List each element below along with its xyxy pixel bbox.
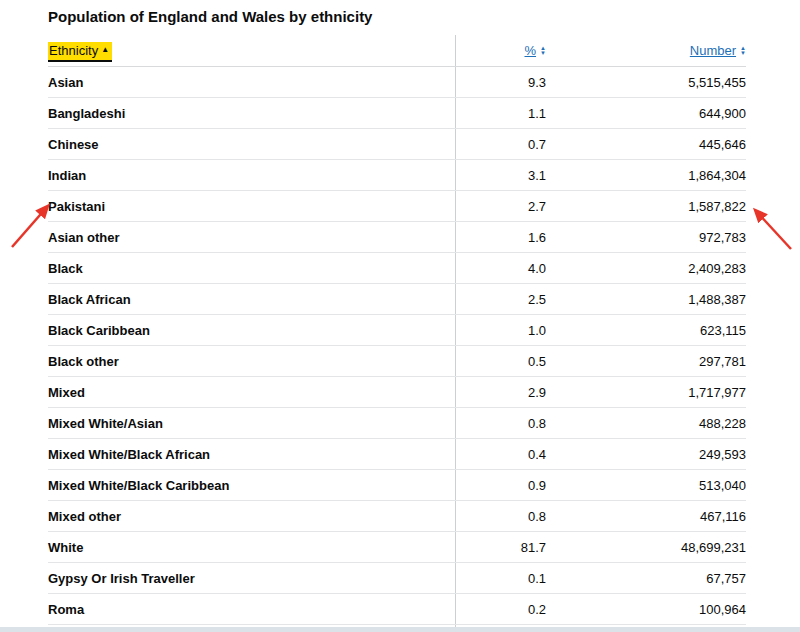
row-percent-value: 4.0 <box>455 261 546 276</box>
table-row: Black African 2.5 1,488,387 <box>48 284 746 315</box>
row-ethnicity-label: Mixed White/Black Caribbean <box>48 478 455 493</box>
row-number-value: 1,717,977 <box>546 385 746 400</box>
row-ethnicity-label: Indian <box>48 168 455 183</box>
row-percent-value: 3.1 <box>455 168 546 183</box>
table-row: Mixed White/Black African 0.4 249,593 <box>48 439 746 470</box>
row-ethnicity-label: Gypsy Or Irish Traveller <box>48 571 455 586</box>
row-percent-value: 1.0 <box>455 323 546 338</box>
row-number-value: 972,783 <box>546 230 746 245</box>
sort-percent-link[interactable]: % <box>524 43 536 58</box>
header-label-ethnicity: Ethnicity <box>49 43 98 58</box>
row-percent-value: 1.1 <box>455 106 546 121</box>
sort-ethnicity-link[interactable]: Ethnicity▲ <box>48 42 112 60</box>
row-ethnicity-label: Pakistani <box>48 199 455 214</box>
row-percent-value: 0.5 <box>455 354 546 369</box>
table-row: Black other 0.5 297,781 <box>48 346 746 377</box>
row-ethnicity-label: Chinese <box>48 137 455 152</box>
row-ethnicity-label: Bangladeshi <box>48 106 455 121</box>
annotation-arrow-left <box>12 207 47 247</box>
sort-ascending-icon: ▲ <box>101 46 109 54</box>
page-title: Population of England and Wales by ethni… <box>48 8 372 25</box>
header-cell-ethnicity: Ethnicity▲ <box>48 42 455 60</box>
row-percent-value: 2.9 <box>455 385 546 400</box>
table-row: Mixed White/Asian 0.8 488,228 <box>48 408 746 439</box>
table-row: Roma 0.2 100,964 <box>48 594 746 625</box>
table-body: Asian 9.3 5,515,455 Bangladeshi 1.1 644,… <box>48 67 746 632</box>
table-row: Indian 3.1 1,864,304 <box>48 160 746 191</box>
table-row: Mixed other 0.8 467,116 <box>48 501 746 532</box>
row-percent-value: 2.5 <box>455 292 546 307</box>
row-number-value: 67,757 <box>546 571 746 586</box>
row-ethnicity-label: Mixed <box>48 385 455 400</box>
sort-down-glyph: ▼ <box>740 51 746 56</box>
row-ethnicity-label: Black other <box>48 354 455 369</box>
row-ethnicity-label: Mixed White/Asian <box>48 416 455 431</box>
row-number-value: 467,116 <box>546 509 746 524</box>
row-number-value: 2,409,283 <box>546 261 746 276</box>
bottom-strip <box>0 627 800 632</box>
row-ethnicity-label: Roma <box>48 602 455 617</box>
row-ethnicity-label: Asian <box>48 75 455 90</box>
row-ethnicity-label: Black Caribbean <box>48 323 455 338</box>
page: Population of England and Wales by ethni… <box>0 0 800 632</box>
row-ethnicity-label: Mixed White/Black African <box>48 447 455 462</box>
table-row: Pakistani 2.7 1,587,822 <box>48 191 746 222</box>
row-number-value: 1,587,822 <box>546 199 746 214</box>
row-ethnicity-label: Black African <box>48 292 455 307</box>
row-number-value: 1,488,387 <box>546 292 746 307</box>
sort-both-icon: ▲▼ <box>740 46 746 56</box>
row-percent-value: 81.7 <box>455 540 546 555</box>
table-row: Black Caribbean 1.0 623,115 <box>48 315 746 346</box>
row-ethnicity-label: Mixed other <box>48 509 455 524</box>
row-number-value: 249,593 <box>546 447 746 462</box>
table-row: Mixed 2.9 1,717,977 <box>48 377 746 408</box>
row-number-value: 644,900 <box>546 106 746 121</box>
header-cell-number: Number ▲▼ <box>546 43 746 58</box>
table-row: Gypsy Or Irish Traveller 0.1 67,757 <box>48 563 746 594</box>
row-number-value: 623,115 <box>546 323 746 338</box>
row-percent-value: 9.3 <box>455 75 546 90</box>
row-ethnicity-label: Asian other <box>48 230 455 245</box>
row-percent-value: 0.9 <box>455 478 546 493</box>
row-number-value: 48,699,231 <box>546 540 746 555</box>
annotation-arrow-right <box>756 211 791 249</box>
header-cell-percent: %▲▼ <box>455 43 546 58</box>
row-number-value: 5,515,455 <box>546 75 746 90</box>
row-percent-value: 0.7 <box>455 137 546 152</box>
table-row: Black 4.0 2,409,283 <box>48 253 746 284</box>
table-row: Chinese 0.7 445,646 <box>48 129 746 160</box>
row-ethnicity-label: White <box>48 540 455 555</box>
table-row: Bangladeshi 1.1 644,900 <box>48 98 746 129</box>
table-row: Asian other 1.6 972,783 <box>48 222 746 253</box>
row-percent-value: 1.6 <box>455 230 546 245</box>
row-number-value: 297,781 <box>546 354 746 369</box>
row-number-value: 100,964 <box>546 602 746 617</box>
row-percent-value: 2.7 <box>455 199 546 214</box>
ethnicity-table: Ethnicity▲ %▲▼ Number▲▼ Asian 9.3 5,515,… <box>48 35 746 632</box>
row-ethnicity-label: Black <box>48 261 455 276</box>
row-number-value: 513,040 <box>546 478 746 493</box>
row-percent-value: 0.8 <box>455 509 546 524</box>
row-percent-value: 0.2 <box>455 602 546 617</box>
table-row: White 81.7 48,699,231 <box>48 532 746 563</box>
table-header-row: Ethnicity▲ %▲▼ Number▲▼ <box>48 35 746 67</box>
table-row: Asian 9.3 5,515,455 <box>48 67 746 98</box>
row-percent-value: 0.8 <box>455 416 546 431</box>
sort-number-link[interactable]: Number <box>690 43 736 58</box>
row-percent-value: 0.4 <box>455 447 546 462</box>
row-number-value: 1,864,304 <box>546 168 746 183</box>
table-row: Mixed White/Black Caribbean 0.9 513,040 <box>48 470 746 501</box>
row-number-value: 488,228 <box>546 416 746 431</box>
row-percent-value: 0.1 <box>455 571 546 586</box>
row-number-value: 445,646 <box>546 137 746 152</box>
